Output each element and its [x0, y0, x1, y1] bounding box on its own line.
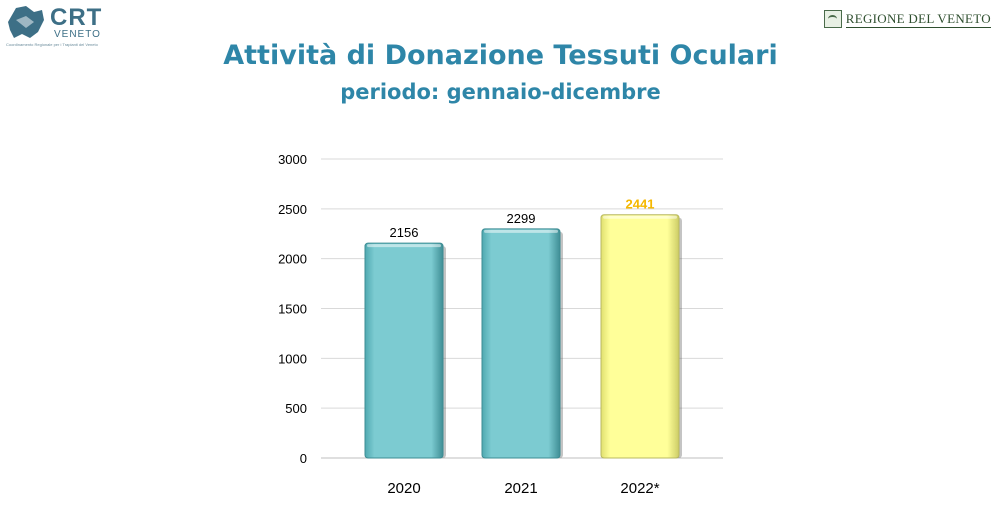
regione-veneto-text: REGIONE DEL VENETO	[845, 10, 991, 28]
y-tick-label: 1000	[278, 351, 307, 366]
lion-emblem-icon	[823, 10, 842, 28]
page-subtitle: periodo: gennaio-dicembre	[340, 80, 661, 104]
bar	[364, 242, 444, 459]
crt-logo-tagline: Coordinamento Regionale per i Trapianti …	[6, 42, 98, 47]
y-tick-label: 2500	[278, 202, 307, 217]
data-label: 2299	[507, 211, 536, 226]
crt-map-icon	[8, 6, 44, 38]
page-title: Attività di Donazione Tessuti Oculari	[223, 40, 778, 71]
data-label: 2156	[390, 225, 419, 240]
x-tick-label: 2022*	[620, 480, 659, 497]
y-tick-label: 0	[300, 451, 307, 466]
crt-logo-name: CRT	[50, 4, 103, 31]
y-tick-label: 2000	[278, 252, 307, 267]
y-tick-label: 500	[285, 401, 307, 416]
data-label: 2441	[626, 197, 655, 212]
crt-logo-sub: VENETO	[54, 29, 101, 40]
x-tick-label: 2021	[504, 480, 537, 497]
y-tick-label: 3000	[278, 152, 307, 167]
bar-highlight	[603, 215, 677, 219]
y-tick-label: 1500	[278, 302, 307, 317]
bar	[600, 214, 680, 459]
x-tick-label: 2020	[387, 480, 420, 497]
regione-veneto-logo: REGIONE DEL VENETO	[823, 10, 991, 28]
crt-logo: CRT VENETO Coordinamento Regionale per i…	[4, 2, 114, 48]
bar-highlight	[367, 244, 441, 248]
bar-highlight	[484, 229, 558, 233]
bar	[481, 228, 561, 459]
